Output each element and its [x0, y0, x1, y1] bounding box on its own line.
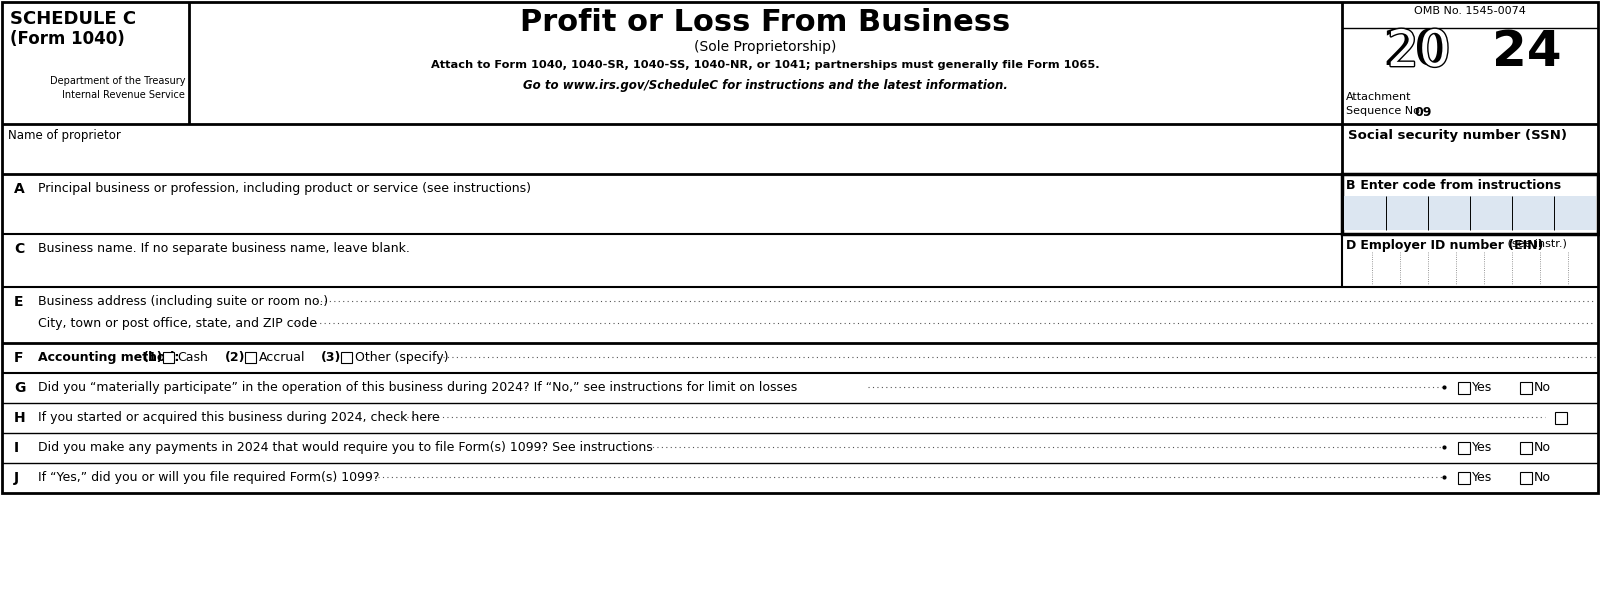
- Text: If you started or acquired this business during 2024, check here: If you started or acquired this business…: [38, 411, 440, 424]
- Text: H: H: [14, 411, 26, 425]
- Text: Profit or Loss From Business: Profit or Loss From Business: [520, 8, 1011, 37]
- Text: Cash: Cash: [178, 351, 208, 364]
- Bar: [245, 352, 256, 363]
- Bar: [1520, 472, 1533, 484]
- Bar: [1520, 442, 1533, 454]
- Text: Attachment: Attachment: [1346, 92, 1411, 102]
- Bar: [2, 2, 1598, 493]
- Bar: [341, 352, 352, 363]
- Text: A: A: [14, 182, 24, 196]
- Text: (1): (1): [142, 351, 163, 364]
- Text: 20: 20: [1382, 28, 1445, 76]
- Text: No: No: [1534, 471, 1550, 484]
- Text: Attach to Form 1040, 1040-SR, 1040-SS, 1040-NR, or 1041; partnerships must gener: Attach to Form 1040, 1040-SR, 1040-SS, 1…: [430, 60, 1099, 70]
- Text: Yes: Yes: [1472, 441, 1493, 454]
- Text: Accrual: Accrual: [259, 351, 306, 364]
- Bar: [1344, 196, 1597, 230]
- Text: No: No: [1534, 381, 1550, 394]
- Text: Yes: Yes: [1472, 381, 1493, 394]
- Text: Business name. If no separate business name, leave blank.: Business name. If no separate business n…: [38, 242, 410, 255]
- Text: (Form 1040): (Form 1040): [10, 30, 125, 48]
- Text: If “Yes,” did you or will you file required Form(s) 1099?: If “Yes,” did you or will you file requi…: [38, 471, 379, 484]
- Text: Enter code from instructions: Enter code from instructions: [1357, 179, 1562, 192]
- Text: (3): (3): [322, 351, 341, 364]
- Text: (Sole Proprietorship): (Sole Proprietorship): [694, 40, 837, 54]
- Text: J: J: [14, 471, 19, 485]
- Text: B: B: [1346, 179, 1355, 192]
- Bar: [35, 192, 1341, 232]
- Bar: [1520, 382, 1533, 394]
- Bar: [35, 252, 1341, 285]
- Text: Name of proprietor: Name of proprietor: [8, 129, 122, 142]
- Bar: [1458, 472, 1470, 484]
- Text: Internal Revenue Service: Internal Revenue Service: [62, 90, 186, 100]
- Text: 20: 20: [1387, 28, 1451, 76]
- Text: Yes: Yes: [1472, 471, 1493, 484]
- Text: Did you “materially participate” in the operation of this business during 2024? : Did you “materially participate” in the …: [38, 381, 797, 394]
- Text: SCHEDULE C: SCHEDULE C: [10, 10, 136, 28]
- Text: 09: 09: [1414, 106, 1432, 119]
- Text: D: D: [1346, 239, 1357, 252]
- Text: E: E: [14, 295, 24, 309]
- Bar: [1342, 174, 1598, 234]
- Text: (2): (2): [226, 351, 245, 364]
- Text: Department of the Treasury: Department of the Treasury: [50, 76, 186, 86]
- Text: Principal business or profession, including product or service (see instructions: Principal business or profession, includ…: [38, 182, 531, 195]
- Text: Accounting method:: Accounting method:: [38, 351, 179, 364]
- Text: Other (specify): Other (specify): [355, 351, 448, 364]
- Text: Did you make any payments in 2024 that would require you to file Form(s) 1099? S: Did you make any payments in 2024 that w…: [38, 441, 653, 454]
- Text: Sequence No.: Sequence No.: [1346, 106, 1424, 116]
- Bar: [1342, 138, 1598, 173]
- Text: Go to www.irs.gov/ScheduleC for instructions and the latest information.: Go to www.irs.gov/ScheduleC for instruct…: [523, 79, 1008, 92]
- Text: No: No: [1534, 441, 1550, 454]
- Text: I: I: [14, 441, 19, 455]
- Text: 24: 24: [1491, 28, 1562, 76]
- Text: Social security number (SSN): Social security number (SSN): [1347, 129, 1566, 142]
- Text: OMB No. 1545-0074: OMB No. 1545-0074: [1414, 6, 1526, 16]
- Text: (see instr.): (see instr.): [1504, 239, 1566, 249]
- Bar: [1458, 442, 1470, 454]
- Text: City, town or post office, state, and ZIP code: City, town or post office, state, and ZI…: [38, 317, 317, 330]
- Text: G: G: [14, 381, 26, 395]
- Bar: [1344, 252, 1597, 285]
- Text: F: F: [14, 351, 24, 365]
- Text: Employer ID number (EIN): Employer ID number (EIN): [1357, 239, 1544, 252]
- Bar: [1555, 412, 1566, 424]
- Text: C: C: [14, 242, 24, 256]
- Bar: [3, 138, 1341, 173]
- Text: Business address (including suite or room no.): Business address (including suite or roo…: [38, 295, 328, 308]
- Bar: [1458, 382, 1470, 394]
- Bar: [163, 352, 174, 363]
